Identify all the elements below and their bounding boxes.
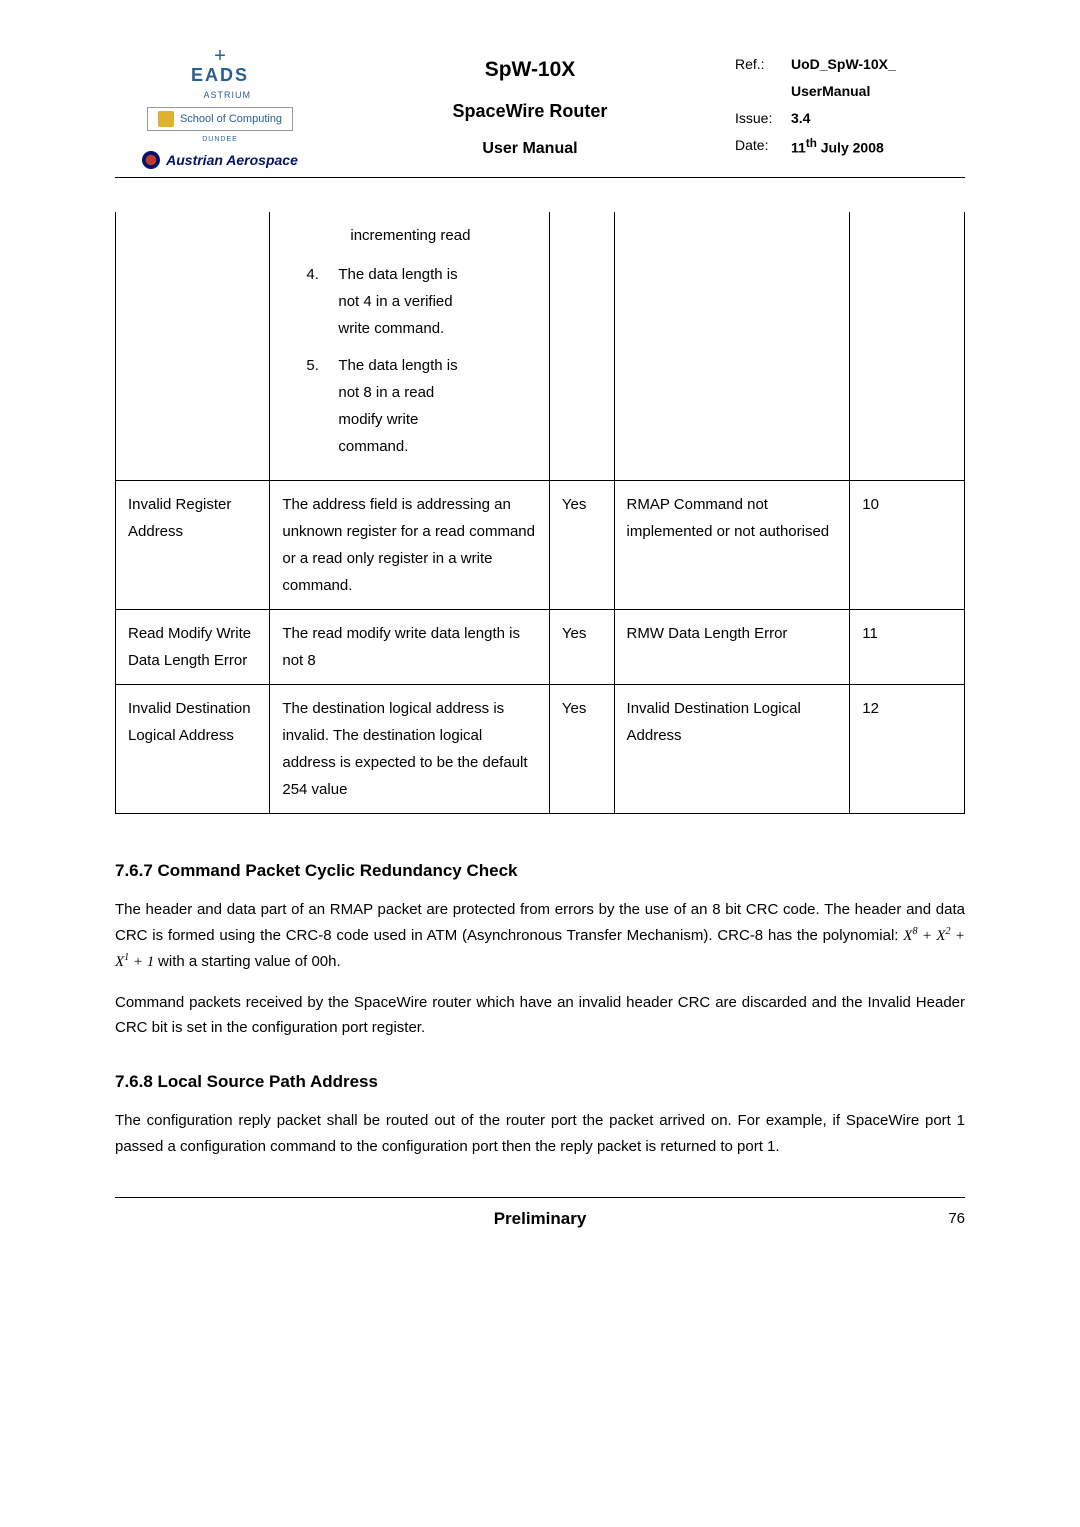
title-column: SpW-10X SpaceWire Router User Manual	[325, 50, 735, 171]
date-label: Date:	[735, 135, 791, 159]
school-badge-icon	[158, 111, 174, 127]
school-logo: School of Computing	[147, 107, 293, 132]
item-body: The data length is not 8 in a read modif…	[338, 352, 457, 460]
table-row: Invalid Destination Logical Address The …	[116, 684, 965, 813]
austrian-circle-icon	[142, 151, 160, 169]
footer-page: 76	[925, 1208, 965, 1231]
item-num: 5.	[306, 352, 324, 460]
footer-divider	[115, 1197, 965, 1198]
title-sub: SpaceWire Router	[325, 98, 735, 125]
line: The data length is	[338, 261, 457, 288]
line: command.	[338, 433, 457, 460]
section-heading-767: 7.6.7 Command Packet Cyclic Redundancy C…	[115, 858, 965, 884]
date-val: 11th July 2008	[791, 135, 884, 159]
date-sup: th	[806, 137, 817, 150]
eads-text: EADS	[191, 62, 249, 89]
cell: 12	[850, 684, 965, 813]
cell-c1-r0	[116, 212, 270, 481]
title-sub2: User Manual	[325, 137, 735, 161]
cell-c5-r0	[850, 212, 965, 481]
item-num: 4.	[306, 261, 324, 342]
line: write command.	[338, 315, 457, 342]
spacer	[115, 1055, 965, 1065]
ref-line2: UserManual	[735, 81, 965, 102]
error-table: incrementing read 4. The data length is …	[115, 212, 965, 814]
astrum-text: ASTRIUM	[191, 89, 251, 103]
cell: Invalid Register Address	[116, 480, 270, 609]
date-pre: 11	[791, 140, 806, 156]
table-row: Read Modify Write Data Length Error The …	[116, 609, 965, 684]
cell-c4-r0	[614, 212, 850, 481]
date-line: Date: 11th July 2008	[735, 135, 965, 159]
logo-stack: + EADS ASTRIUM School of Computing DUNDE…	[142, 50, 298, 171]
cell-c2-r0: incrementing read 4. The data length is …	[270, 212, 550, 481]
ref-label: Ref.:	[735, 54, 791, 75]
date-post: July 2008	[817, 140, 884, 156]
cell: The read modify write data length is not…	[270, 609, 550, 684]
cell: 11	[850, 609, 965, 684]
inc-read: incrementing read	[282, 222, 537, 249]
austrian-text: Austrian Aerospace	[166, 150, 298, 171]
spacer	[282, 249, 537, 261]
austrian-logo: Austrian Aerospace	[142, 150, 298, 171]
table-row: Invalid Register Address The address fie…	[116, 480, 965, 609]
cell-c3-r0	[549, 212, 614, 481]
cell: RMAP Command not implemented or not auth…	[614, 480, 850, 609]
logo-column: + EADS ASTRIUM School of Computing DUNDE…	[115, 50, 325, 171]
page-header: + EADS ASTRIUM School of Computing DUNDE…	[115, 50, 965, 171]
paragraph: The configuration reply packet shall be …	[115, 1108, 965, 1159]
list-item-5: 5. The data length is not 8 in a read mo…	[282, 352, 537, 460]
cell: Invalid Destination Logical Address	[116, 684, 270, 813]
cell: RMW Data Length Error	[614, 609, 850, 684]
line: modify write	[338, 406, 457, 433]
ref-line: Ref.: UoD_SpW-10X_	[735, 54, 965, 75]
footer-center: Preliminary	[155, 1206, 925, 1232]
line: not 8 in a read	[338, 379, 457, 406]
section-heading-768: 7.6.8 Local Source Path Address	[115, 1069, 965, 1095]
p1b: with a starting value of 00h.	[158, 953, 341, 970]
cell: Yes	[549, 609, 614, 684]
title-main: SpW-10X	[325, 54, 735, 86]
item-body: The data length is not 4 in a verified w…	[338, 261, 457, 342]
list-item-4: 4. The data length is not 4 in a verifie…	[282, 261, 537, 342]
line: not 4 in a verified	[338, 288, 457, 315]
cell: The address field is addressing an unkno…	[270, 480, 550, 609]
cell: Invalid Destination Logical Address	[614, 684, 850, 813]
ref-label-empty	[735, 81, 791, 102]
issue-label: Issue:	[735, 108, 791, 129]
school-text: School of Computing	[180, 111, 282, 128]
paragraph: The header and data part of an RMAP pack…	[115, 897, 965, 976]
line: The data length is	[338, 352, 457, 379]
cell: 10	[850, 480, 965, 609]
cell: Read Modify Write Data Length Error	[116, 609, 270, 684]
issue-line: Issue: 3.4	[735, 108, 965, 129]
ref-val: UoD_SpW-10X_	[791, 54, 896, 75]
page-footer: Preliminary 76	[115, 1206, 965, 1232]
cell: Yes	[549, 480, 614, 609]
cell: Yes	[549, 684, 614, 813]
cell: The destination logical address is inval…	[270, 684, 550, 813]
dundee-text: DUNDEE	[202, 135, 238, 146]
ref-val2: UserManual	[791, 81, 870, 102]
table-row: incrementing read 4. The data length is …	[116, 212, 965, 481]
eads-logo: + EADS ASTRIUM	[191, 50, 249, 103]
paragraph: Command packets received by the SpaceWir…	[115, 990, 965, 1041]
issue-val: 3.4	[791, 108, 810, 129]
p1a: The header and data part of an RMAP pack…	[115, 901, 965, 944]
info-column: Ref.: UoD_SpW-10X_ UserManual Issue: 3.4…	[735, 50, 965, 171]
cross-icon: +	[191, 50, 249, 62]
header-divider	[115, 177, 965, 178]
